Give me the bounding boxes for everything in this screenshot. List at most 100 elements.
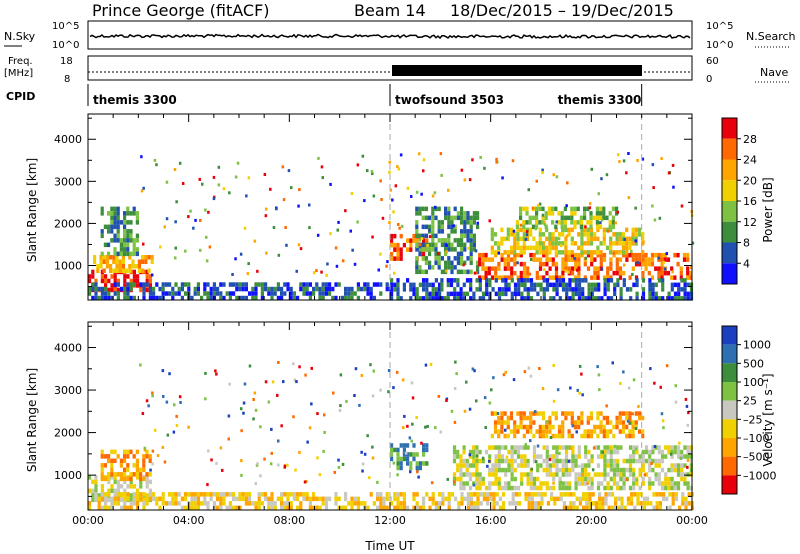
range-cell xyxy=(566,181,569,185)
range-cell xyxy=(495,157,498,161)
range-cell xyxy=(481,252,485,258)
range-cell xyxy=(545,257,549,262)
range-cell xyxy=(565,204,568,208)
range-cell xyxy=(625,227,629,233)
range-cell xyxy=(434,505,438,511)
range-cell xyxy=(633,492,637,497)
range-cell xyxy=(552,454,556,459)
range-cell xyxy=(139,496,143,502)
range-cell xyxy=(676,445,681,450)
range-cell xyxy=(622,370,625,374)
range-cell xyxy=(447,206,451,212)
range-cell xyxy=(537,505,541,511)
range-cell xyxy=(123,233,127,239)
range-cell xyxy=(434,205,437,209)
range-cell xyxy=(676,485,681,491)
range-cell xyxy=(402,443,406,448)
range-cell xyxy=(589,232,594,237)
range-cell xyxy=(660,157,663,161)
range-cell xyxy=(385,505,389,511)
range-cell xyxy=(140,189,144,193)
range-cell xyxy=(425,447,429,453)
range-cell xyxy=(472,291,476,297)
colorbar-swatch xyxy=(722,159,737,181)
range-cell xyxy=(599,420,603,425)
range-cell xyxy=(541,206,545,212)
range-cell xyxy=(318,496,322,502)
range-cell xyxy=(267,501,271,506)
range-cell xyxy=(459,296,463,301)
range-cell xyxy=(506,257,511,262)
range-cell xyxy=(609,420,613,425)
range-cell xyxy=(453,229,457,234)
range-cell xyxy=(621,232,626,237)
range-cell xyxy=(469,247,473,252)
range-cell xyxy=(104,496,108,502)
range-cell xyxy=(655,505,659,511)
range-cell xyxy=(425,492,429,497)
range-cell xyxy=(641,257,645,262)
range-cell xyxy=(619,472,623,477)
range-cell xyxy=(113,488,117,494)
range-cell xyxy=(257,496,261,502)
range-cell xyxy=(568,481,572,486)
range-cell xyxy=(559,480,562,484)
range-cell xyxy=(415,501,419,506)
range-cell xyxy=(568,472,572,477)
range-cell xyxy=(680,463,684,468)
range-cell xyxy=(603,467,607,473)
range-cell xyxy=(476,215,480,221)
range-cell xyxy=(453,206,457,212)
range-cell xyxy=(604,501,608,506)
range-cell xyxy=(110,467,114,473)
range-cell xyxy=(564,481,569,486)
range-cell xyxy=(522,245,526,251)
range-cell xyxy=(516,463,521,468)
range-cell xyxy=(648,291,652,297)
range-cell xyxy=(519,227,523,233)
range-cell xyxy=(667,476,671,482)
range-cell xyxy=(434,206,438,212)
range-cell xyxy=(126,463,130,468)
range-cell xyxy=(683,463,687,468)
range-cell xyxy=(88,274,92,279)
range-cell xyxy=(609,429,613,434)
range-cell xyxy=(292,492,296,497)
range-cell xyxy=(168,291,172,296)
range-cell xyxy=(644,445,649,450)
range-cell xyxy=(535,411,539,416)
range-cell xyxy=(494,476,498,482)
range-cell xyxy=(293,378,297,382)
range-cell xyxy=(420,237,424,241)
range-cell xyxy=(542,291,546,297)
range-cell xyxy=(190,501,194,506)
range-cell xyxy=(148,295,152,301)
range-cell xyxy=(654,472,658,477)
range-cell xyxy=(488,282,492,288)
range-cell xyxy=(514,501,518,506)
range-cell xyxy=(337,496,341,502)
range-cell xyxy=(573,420,578,425)
range-cell xyxy=(460,238,464,243)
range-cell xyxy=(94,282,98,287)
range-cell xyxy=(107,454,111,459)
range-cell xyxy=(612,424,616,430)
range-cell xyxy=(152,286,156,292)
range-cell xyxy=(507,467,511,473)
range-cell xyxy=(147,268,151,273)
range-cell xyxy=(600,296,604,301)
range-cell xyxy=(402,501,406,506)
range-cell xyxy=(538,266,543,271)
range-cell xyxy=(476,269,479,273)
range-cell xyxy=(571,291,575,297)
range-cell xyxy=(418,465,422,471)
range-cell xyxy=(557,237,561,241)
range-cell xyxy=(555,282,559,288)
range-cell xyxy=(445,269,448,273)
range-cell xyxy=(142,286,146,292)
range-cell xyxy=(380,198,383,201)
range-cell xyxy=(548,266,552,271)
range-cell xyxy=(255,463,259,467)
range-cell xyxy=(535,245,539,251)
x-tick-label: 08:00 xyxy=(273,514,305,527)
